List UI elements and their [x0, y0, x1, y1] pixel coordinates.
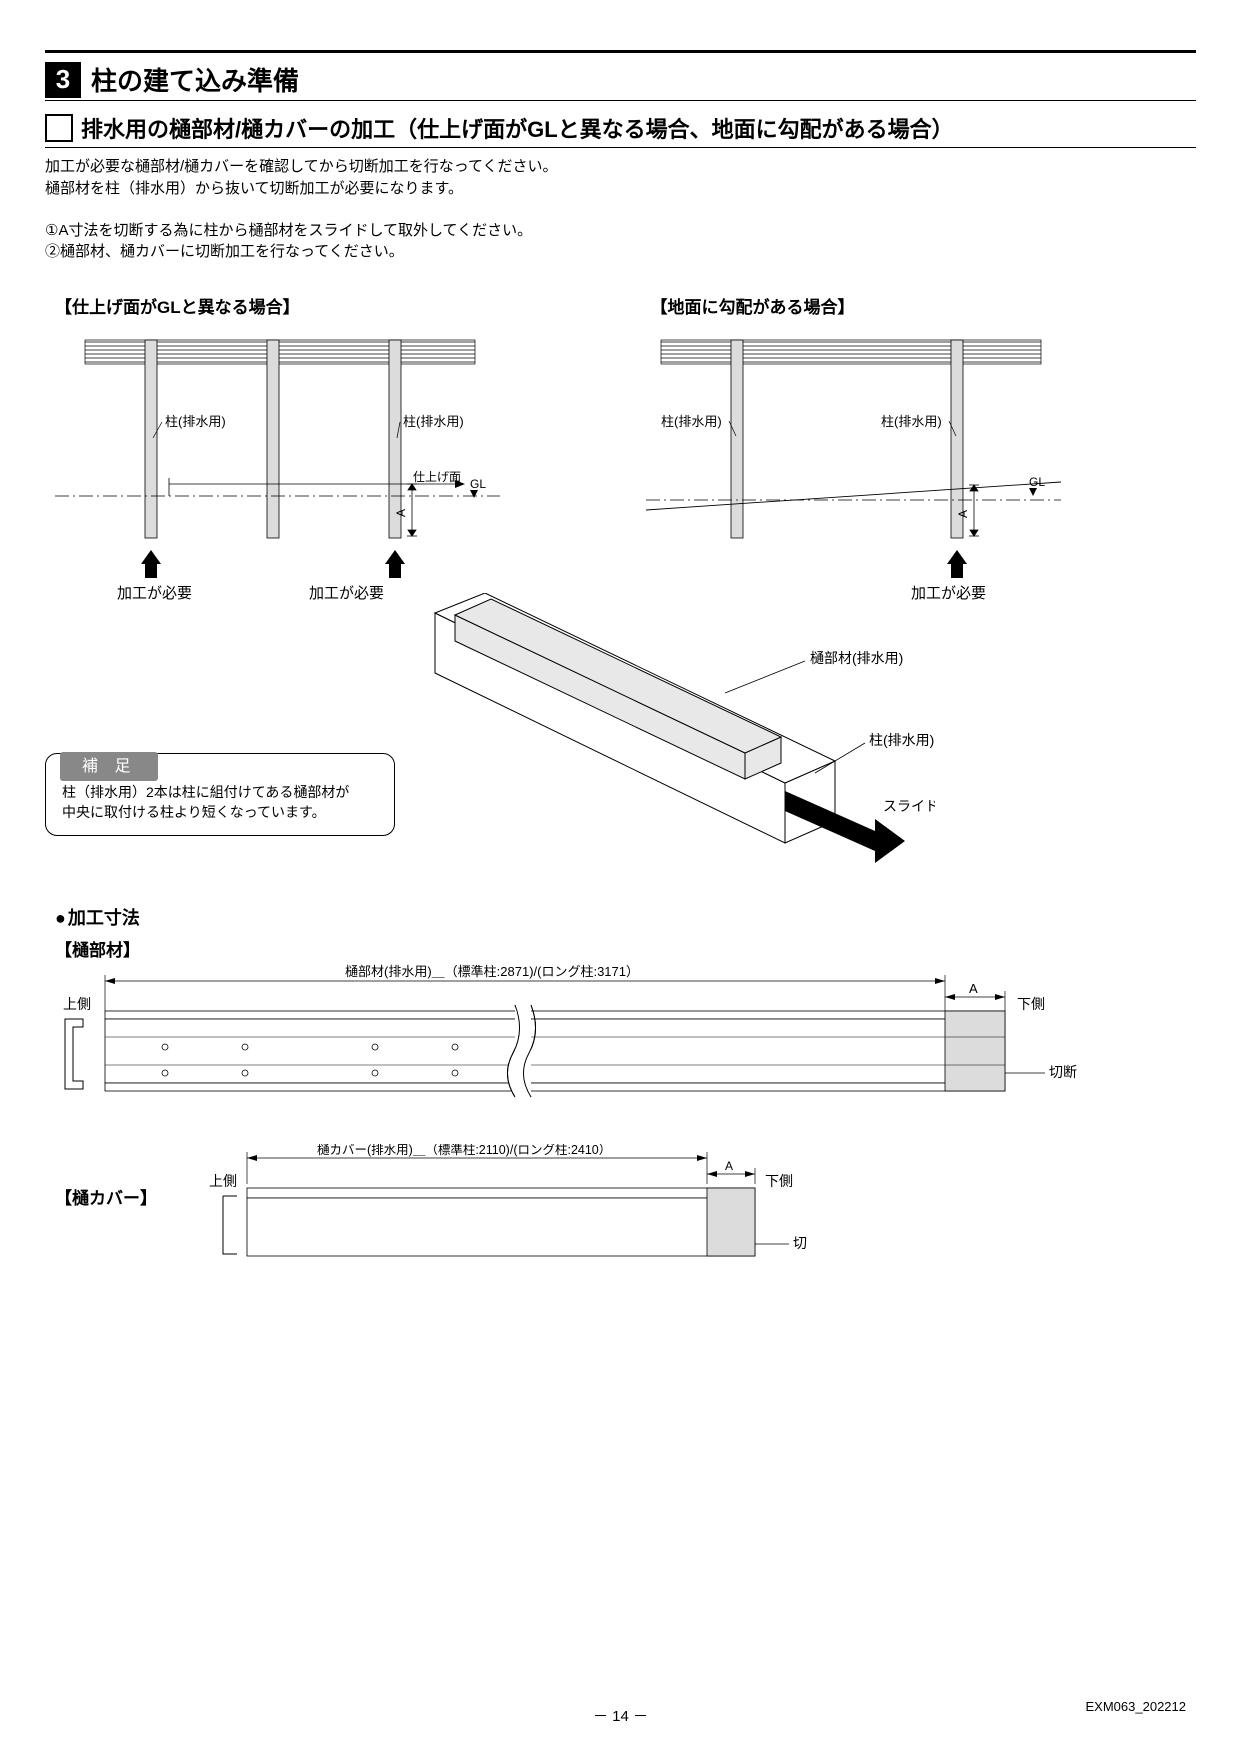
- supplement-box: 補 足 柱（排水用）2本は柱に組付けてある樋部材が 中央に取付ける柱より短くなっ…: [45, 753, 395, 836]
- gutter-diagram: 樋部材(排水用)＿（標準柱:2871)/(ロング柱:3171） A 上側: [45, 961, 1196, 1116]
- pillar-label-l1: 柱(排水用): [165, 414, 226, 429]
- slide-diagram-svg: スライド 樋部材(排水用) 柱(排水用): [415, 593, 935, 873]
- sub-title-text: 排水用の樋部材/樋カバーの加工（仕上げ面がGLと異なる場合、地面に勾配がある場合…: [81, 112, 954, 144]
- finish-surface-label: 仕上げ面: [413, 470, 461, 484]
- diagram-row: 【仕上げ面がGLと異なる場合】: [45, 293, 1196, 613]
- numbered-steps: ①A寸法を切断する為に柱から樋部材をスライドして取外してください。 ②樋部材、樋…: [45, 220, 1196, 264]
- gutter-part-label: 樋部材(排水用): [810, 650, 903, 666]
- body-line-1: 加工が必要な樋部材/樋カバーを確認してから切断加工を行なってください。: [45, 156, 1196, 178]
- a-label-gutter: A: [969, 981, 978, 996]
- gutter-cover-dim-label: 樋カバー(排水用)＿（標準柱:2110)/(ロング柱:2410）: [317, 1144, 611, 1157]
- pillar-label-r1: 柱(排水用): [661, 414, 722, 429]
- diagram-left-heading: 【仕上げ面がGLと異なる場合】: [55, 293, 601, 318]
- page-number: － 14 －: [0, 1705, 1241, 1726]
- top-rule: [45, 50, 1196, 53]
- diagram-right: 【地面に勾配がある場合】 柱(排水用): [641, 293, 1197, 613]
- supplement-text-2: 中央に取付ける柱より短くなっています。: [62, 802, 378, 822]
- gutter-cover-heading: 【樋カバー】: [55, 1184, 157, 1209]
- pillar-label-r2: 柱(排水用): [881, 414, 942, 429]
- diagram-right-svg: 柱(排水用) 柱(排水用) GL A 加工が必要: [641, 318, 1071, 608]
- gutter-cover-row: 【樋カバー】 樋カバー(排水用)＿（標準柱:2110)/(ロング柱:2410） …: [45, 1144, 1196, 1279]
- cut-label-gutter: 切断: [1049, 1064, 1077, 1080]
- diagram-left: 【仕上げ面がGLと異なる場合】: [45, 293, 601, 613]
- gutter-heading: 【樋部材】: [55, 936, 1196, 961]
- slide-label: スライド: [883, 798, 935, 814]
- upper-label-gutter: 上側: [63, 996, 91, 1012]
- gutter-cover-diagram: 樋カバー(排水用)＿（標準柱:2110)/(ロング柱:2410） A 上側 下側…: [207, 1144, 807, 1274]
- lower-label-gutter: 下側: [1017, 996, 1045, 1012]
- gl-label-l: GL: [470, 477, 486, 491]
- a-label-cover: A: [725, 1159, 733, 1173]
- supplement-text-1: 柱（排水用）2本は柱に組付けてある樋部材が: [62, 782, 378, 802]
- cut-label-cover: 切断: [793, 1235, 807, 1251]
- step-1: ①A寸法を切断する為に柱から樋部材をスライドして取外してください。: [45, 220, 1196, 242]
- body-paragraph: 加工が必要な樋部材/樋カバーを確認してから切断加工を行なってください。 樋部材を…: [45, 156, 1196, 200]
- dim-section-heading: 加工寸法: [55, 904, 1196, 930]
- a-label-right: A: [956, 510, 970, 518]
- step-2: ②樋部材、樋カバーに切断加工を行なってください。: [45, 241, 1196, 263]
- body-line-2: 樋部材を柱（排水用）から抜いて切断加工が必要になります。: [45, 178, 1196, 200]
- diagram-right-heading: 【地面に勾配がある場合】: [651, 293, 1197, 318]
- section-title-text: 柱の建て込み準備: [91, 61, 299, 98]
- gutter-dim-label: 樋部材(排水用)＿（標準柱:2871)/(ロング柱:3171）: [345, 964, 639, 979]
- upper-label-cover: 上側: [209, 1173, 237, 1189]
- pillar-label-l2: 柱(排水用): [403, 414, 464, 429]
- gl-label-r: GL: [1029, 475, 1045, 489]
- sub-title-row: 排水用の樋部材/樋カバーの加工（仕上げ面がGLと異なる場合、地面に勾配がある場合…: [45, 107, 1196, 148]
- supplement-label: 補 足: [60, 752, 158, 781]
- a-label-left: A: [394, 509, 408, 517]
- lower-label-cover: 下側: [765, 1173, 793, 1189]
- section-title-row: 3 柱の建て込み準備: [45, 61, 1196, 101]
- checkbox-icon: [45, 114, 73, 142]
- slide-diagram-row: 補 足 柱（排水用）2本は柱に組付けてある樋部材が 中央に取付ける柱より短くなっ…: [45, 593, 1196, 878]
- section-number-box: 3: [45, 62, 81, 98]
- pillar-3d-label: 柱(排水用): [869, 732, 934, 748]
- diagram-left-svg: 柱(排水用) 柱(排水用) 仕上げ面 GL A: [45, 318, 505, 608]
